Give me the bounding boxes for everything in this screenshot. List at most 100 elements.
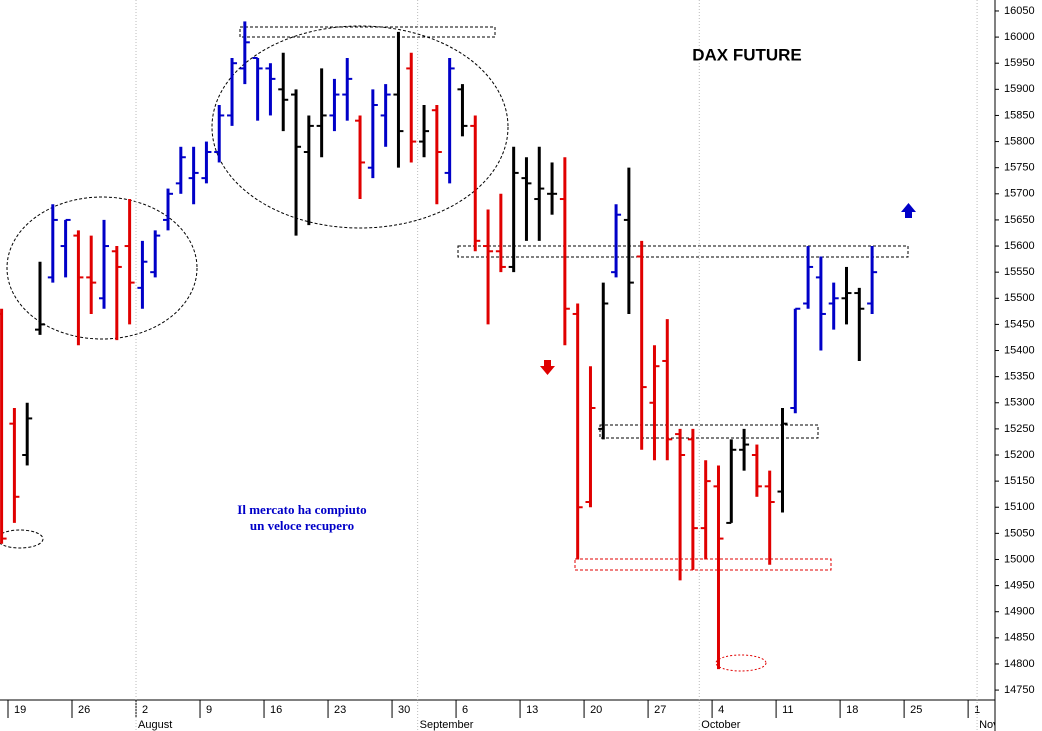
ohlc-bar bbox=[559, 157, 570, 346]
down-arrow bbox=[540, 360, 555, 375]
ohlc-bar bbox=[355, 115, 366, 200]
y-tick-label: 15400 bbox=[1004, 344, 1035, 356]
y-tick-label: 16050 bbox=[1004, 5, 1035, 17]
y-tick-label: 15550 bbox=[1004, 266, 1035, 278]
chart-title: DAX FUTURE bbox=[692, 45, 802, 64]
y-tick-label: 14850 bbox=[1004, 632, 1035, 644]
y-tick-label: 14750 bbox=[1004, 684, 1035, 696]
x-tick-label: 30 bbox=[398, 704, 410, 716]
ohlc-bar bbox=[419, 105, 430, 158]
x-tick-label: 26 bbox=[78, 704, 90, 716]
ohlc-bar bbox=[175, 146, 186, 194]
ohlc-bar bbox=[867, 246, 878, 314]
y-tick-label: 15600 bbox=[1004, 240, 1035, 252]
ohlc-bar bbox=[508, 146, 519, 273]
y-tick-label: 15850 bbox=[1004, 109, 1035, 121]
y-tick-label: 15100 bbox=[1004, 501, 1035, 513]
x-tick-label: 6 bbox=[462, 704, 468, 716]
ohlc-bar bbox=[60, 218, 71, 278]
ohlc-bar bbox=[572, 303, 583, 560]
y-tick-label: 14800 bbox=[1004, 658, 1035, 670]
y-tick-label: 15900 bbox=[1004, 83, 1035, 95]
ohlc-bar bbox=[252, 56, 263, 121]
ohlc-bar bbox=[777, 407, 788, 513]
ohlc-bar bbox=[764, 470, 775, 565]
x-axis-labels: 19 26 2 9 16 23 30 6 13 20 27 4 11 18 25 1 August Septemb… bbox=[14, 704, 999, 731]
y-tick-label: 15250 bbox=[1004, 423, 1035, 435]
x-tick-label: 19 bbox=[14, 704, 26, 716]
y-tick-label: 15750 bbox=[1004, 162, 1035, 174]
ellipse bbox=[715, 654, 767, 672]
y-tick-label: 15350 bbox=[1004, 371, 1035, 383]
box bbox=[599, 424, 819, 439]
ohlc-bar bbox=[188, 146, 199, 205]
ohlc-bar bbox=[303, 115, 314, 226]
annotation-shapes bbox=[0, 25, 916, 672]
ohlc-bar bbox=[713, 465, 724, 670]
ohlc-bar bbox=[649, 345, 660, 461]
ohlc-bar bbox=[47, 204, 58, 283]
ohlc-bar bbox=[9, 407, 20, 523]
y-tick-label: 15300 bbox=[1004, 397, 1035, 409]
x-tick-label: 11 bbox=[782, 704, 793, 716]
ellipse bbox=[211, 25, 509, 229]
y-tick-label: 15150 bbox=[1004, 475, 1035, 487]
ohlc-bar bbox=[239, 21, 250, 85]
month-label: August bbox=[138, 719, 172, 731]
ohlc-bar bbox=[35, 261, 46, 335]
x-tick-label: 1 bbox=[974, 704, 980, 716]
ohlc-bar bbox=[623, 167, 634, 314]
ohlc-bar bbox=[854, 287, 865, 361]
ohlc-bar bbox=[700, 460, 711, 560]
ohlc-bar bbox=[163, 188, 174, 231]
ohlc-bar bbox=[675, 428, 686, 581]
x-tick-label: 18 bbox=[846, 704, 858, 716]
ohlc-bar bbox=[22, 402, 33, 466]
ohlc-bar bbox=[751, 444, 762, 497]
ohlc-bar bbox=[611, 204, 622, 278]
ohlc-bar bbox=[726, 439, 737, 524]
ohlc-bar bbox=[278, 52, 289, 132]
ohlc-bar bbox=[0, 308, 7, 544]
x-tick-label: 23 bbox=[334, 704, 346, 716]
annotation: un veloce recupero bbox=[250, 518, 354, 533]
ohlc-bar bbox=[841, 266, 852, 325]
y-tick-label: 15050 bbox=[1004, 527, 1035, 539]
ellipse bbox=[6, 196, 198, 340]
ohlc-bar bbox=[457, 84, 468, 137]
ohlc-bar bbox=[111, 246, 122, 341]
y-tick-label: 15950 bbox=[1004, 57, 1035, 69]
x-tick-label: 25 bbox=[910, 704, 922, 716]
ohlc-bar bbox=[227, 57, 238, 126]
ohlc-bar bbox=[534, 146, 545, 241]
ohlc-bar bbox=[393, 31, 404, 168]
ohlc-bar bbox=[598, 282, 609, 440]
up-arrow bbox=[901, 203, 916, 218]
x-tick-label: 9 bbox=[206, 704, 212, 716]
month-label: Nov bbox=[979, 719, 999, 731]
ohlc-bar bbox=[73, 230, 84, 346]
ohlc-bar bbox=[483, 209, 494, 325]
annotation: Il mercato ha compiuto bbox=[237, 502, 366, 517]
y-tick-label: 14900 bbox=[1004, 606, 1035, 618]
y-tick-label: 15650 bbox=[1004, 214, 1035, 226]
ohlc-bar bbox=[636, 240, 647, 450]
box bbox=[239, 26, 496, 38]
ohlc-bar bbox=[265, 63, 276, 116]
y-tick-label: 16000 bbox=[1004, 31, 1035, 43]
month-label: September bbox=[420, 719, 474, 731]
ohlc-bar bbox=[815, 256, 826, 351]
ohlc-bar bbox=[316, 68, 327, 158]
ohlc-bar bbox=[687, 428, 698, 570]
box bbox=[574, 558, 832, 571]
ohlc-bar bbox=[790, 307, 801, 414]
ohlc-bar bbox=[521, 157, 532, 241]
ohlc-bar bbox=[329, 78, 340, 132]
ohlc-bar bbox=[214, 105, 225, 163]
ohlc-bar bbox=[495, 193, 506, 273]
x-tick-label: 20 bbox=[590, 704, 602, 716]
ellipse bbox=[0, 529, 44, 549]
ohlc-bar bbox=[150, 230, 161, 278]
ohlc-bar bbox=[291, 89, 302, 236]
y-tick-label: 15700 bbox=[1004, 188, 1035, 200]
